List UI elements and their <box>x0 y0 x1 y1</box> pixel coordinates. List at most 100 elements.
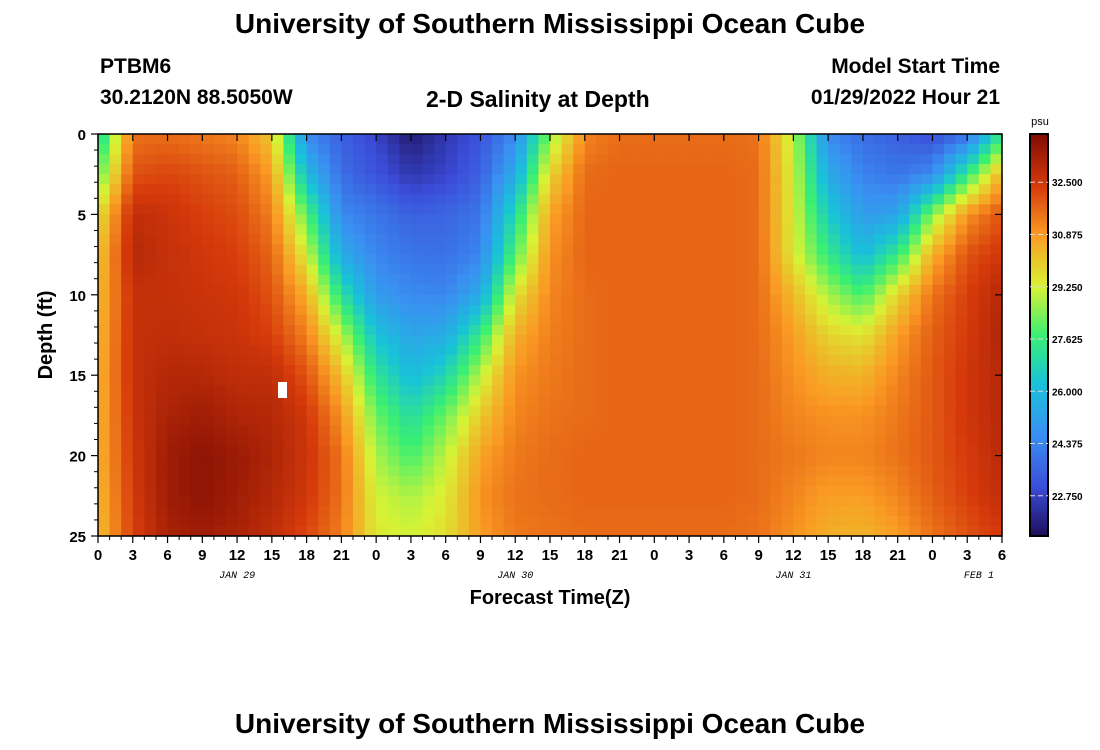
heatmap-cell <box>990 465 1003 477</box>
heatmap-cell <box>839 425 852 437</box>
heatmap-cell <box>862 505 876 517</box>
heatmap-cell <box>689 134 702 145</box>
heatmap-cell <box>179 164 192 175</box>
heatmap-cell <box>202 254 215 266</box>
heatmap-cell <box>550 455 563 467</box>
heatmap-cell <box>677 485 690 497</box>
heatmap-cell <box>480 154 493 165</box>
heatmap-cell <box>828 485 841 497</box>
heatmap-cell <box>132 375 145 386</box>
heatmap-cell <box>376 525 389 537</box>
heatmap-cell <box>723 445 737 457</box>
heatmap-cell <box>665 455 679 467</box>
heatmap-cell <box>422 134 435 145</box>
heatmap-cell <box>967 164 980 175</box>
heatmap-cell <box>978 204 992 215</box>
heatmap-cell <box>793 395 806 406</box>
heatmap-cell <box>596 515 609 527</box>
heatmap-cell <box>550 224 563 236</box>
heatmap-cell <box>781 324 794 336</box>
heatmap-cell <box>665 184 679 195</box>
heatmap-cell <box>654 164 667 175</box>
heatmap-cell <box>434 475 447 487</box>
heatmap-cell <box>155 274 169 286</box>
heatmap-cell <box>376 154 389 165</box>
heatmap-cell <box>202 435 215 447</box>
heatmap-cell <box>654 294 667 306</box>
heatmap-cell <box>538 244 551 256</box>
heatmap-cell <box>793 254 806 266</box>
heatmap-cell <box>144 244 157 256</box>
heatmap-cell <box>457 455 470 467</box>
heatmap-cell <box>654 355 667 366</box>
heatmap-cell <box>376 234 389 246</box>
heatmap-cell <box>341 254 354 266</box>
heatmap-cell <box>248 134 261 145</box>
heatmap-cell <box>955 264 968 276</box>
heatmap-cell <box>828 465 841 477</box>
heatmap-cell <box>874 284 887 296</box>
heatmap-cell <box>376 425 389 437</box>
heatmap-cell <box>155 134 169 145</box>
heatmap-cell <box>132 204 145 215</box>
heatmap-cell <box>804 415 818 427</box>
heatmap-cell <box>271 455 285 467</box>
heatmap-cell <box>607 425 621 437</box>
heatmap-cell <box>619 314 632 326</box>
heatmap-cell <box>816 224 829 236</box>
heatmap-cell <box>503 184 516 195</box>
heatmap-cell <box>341 465 354 477</box>
heatmap-cell <box>468 134 482 145</box>
heatmap-cell <box>886 525 899 537</box>
heatmap-cell <box>306 304 319 316</box>
heatmap-cell <box>758 134 771 145</box>
heatmap-cell <box>607 345 621 356</box>
heatmap-cell <box>468 184 482 195</box>
heatmap-cell <box>283 294 296 306</box>
heatmap-cell <box>492 335 505 346</box>
heatmap-cell <box>723 435 737 447</box>
heatmap-cell <box>387 264 400 276</box>
heatmap-cell <box>677 435 690 447</box>
heatmap-cell <box>712 415 725 427</box>
heatmap-cell <box>654 365 667 376</box>
heatmap-cell <box>677 264 690 276</box>
heatmap-cell <box>862 284 876 296</box>
heatmap-cell <box>920 274 934 286</box>
heatmap-cell <box>770 284 783 296</box>
heatmap-cell <box>121 515 134 527</box>
heatmap-cell <box>747 455 760 467</box>
heatmap-cell <box>886 345 899 356</box>
heatmap-cell <box>260 445 273 457</box>
heatmap-cell <box>584 174 597 185</box>
heatmap-cell <box>978 385 992 396</box>
heatmap-cell <box>978 244 992 256</box>
heatmap-cell <box>862 435 876 447</box>
heatmap-cell <box>886 455 899 467</box>
heatmap-cell <box>723 365 737 376</box>
heatmap-cell <box>978 515 992 527</box>
heatmap-cell <box>155 144 169 155</box>
heatmap-cell <box>283 184 296 195</box>
heatmap-cell <box>596 335 609 346</box>
heatmap-cell <box>364 244 377 256</box>
heatmap-cell <box>341 134 354 145</box>
heatmap-cell <box>735 294 748 306</box>
colorbar-tick-label: 29.250 <box>1052 283 1083 294</box>
heatmap-cell <box>700 174 713 185</box>
heatmap-cell <box>410 314 424 326</box>
heatmap-cell <box>631 365 644 376</box>
heatmap-cell <box>109 254 122 266</box>
heatmap-cell <box>492 465 505 477</box>
heatmap-cell <box>677 525 690 537</box>
heatmap-cell <box>828 194 841 205</box>
heatmap-cell <box>781 254 794 266</box>
heatmap-cell <box>665 234 679 246</box>
heatmap-cell <box>190 204 203 215</box>
heatmap-cell <box>665 485 679 497</box>
heatmap-cell <box>735 385 748 396</box>
heatmap-cell <box>538 204 551 215</box>
heatmap-cell <box>144 224 157 236</box>
heatmap-cell <box>98 485 111 497</box>
heatmap-cell <box>689 455 702 467</box>
